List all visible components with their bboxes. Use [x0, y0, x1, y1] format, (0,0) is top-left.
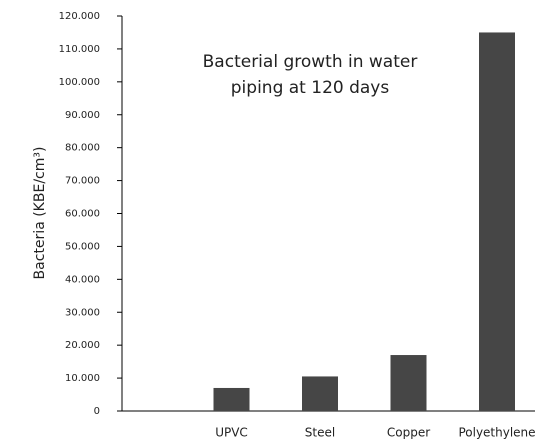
x-tick-label: Polyethylene	[458, 426, 535, 440]
chart-title: Bacterial growth in water piping at 120 d…	[203, 52, 418, 98]
bar	[390, 355, 427, 411]
y-tick-label: 110.000	[59, 44, 100, 55]
y-tick-label: 80.000	[65, 143, 100, 154]
y-axis-label: Bacteria (KBE/cm³)	[32, 147, 48, 280]
x-tick-label: Steel	[305, 426, 335, 440]
bar	[479, 32, 515, 411]
y-tick-label: 10.000	[65, 373, 100, 384]
x-tick-label: Copper	[387, 426, 430, 440]
x-tick-label: UPVC	[215, 426, 248, 440]
y-tick-label: 90.000	[65, 110, 100, 121]
y-tick-label: 20.000	[65, 340, 100, 351]
y-tick-label: 40.000	[65, 274, 100, 285]
y-tick-label: 60.000	[65, 209, 100, 220]
y-tick-label: 100.000	[59, 77, 100, 88]
y-tick-label: 50.000	[65, 241, 100, 252]
bar	[213, 387, 250, 411]
y-tick-label: 70.000	[65, 176, 100, 187]
bar	[302, 376, 338, 411]
y-tick-label: 30.000	[65, 307, 100, 318]
y-tick-label: 120.000	[59, 11, 100, 22]
y-tick-label: 0	[94, 406, 100, 417]
